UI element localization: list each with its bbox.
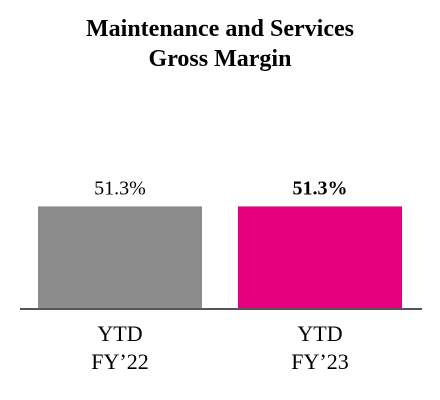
chart-title-line-2: Gross Margin bbox=[148, 46, 292, 72]
bar-fy22 bbox=[38, 206, 202, 309]
category-label-fy23-line-2: FY’23 bbox=[291, 349, 349, 374]
chart-title: Maintenance and Services Gross Margin bbox=[0, 14, 440, 74]
bar-fy23 bbox=[238, 206, 402, 309]
category-label-fy22-line-1: YTD bbox=[97, 321, 143, 346]
data-label-fy22: 51.3% bbox=[94, 177, 146, 199]
category-label-fy22-line-2: FY’22 bbox=[91, 349, 149, 374]
category-label-fy23-line-1: YTD bbox=[297, 321, 343, 346]
category-label-fy23: YTD FY’23 bbox=[250, 320, 390, 376]
category-label-fy22: YTD FY’22 bbox=[50, 320, 190, 376]
chart-title-line-1: Maintenance and Services bbox=[86, 16, 354, 42]
data-label-fy23: 51.3% bbox=[293, 177, 348, 199]
